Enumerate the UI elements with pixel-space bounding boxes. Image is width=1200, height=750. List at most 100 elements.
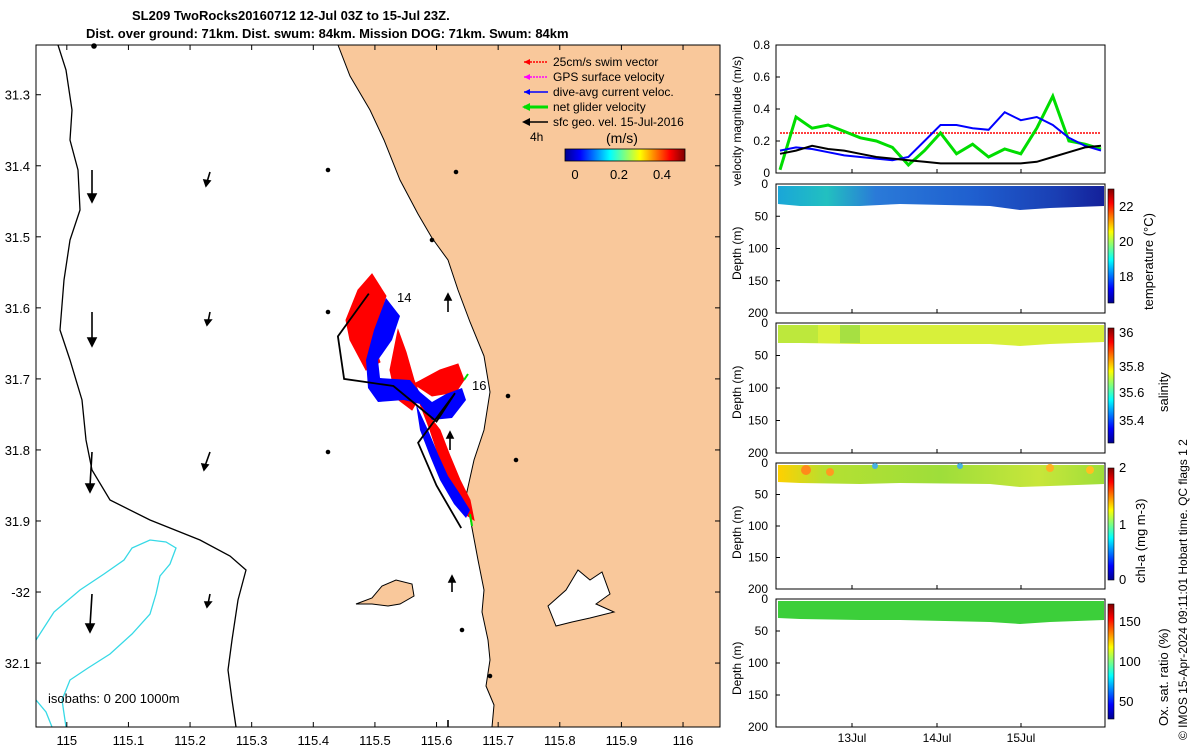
vel-tick-label: 0 [763,166,770,180]
svg-text:25cm/s swim vector: 25cm/s swim vector [553,55,658,69]
lon-tick-label: 115.2 [174,733,206,748]
chla-panel: 2 1 0 chl-a (mg m-3) Depth (m) [730,460,1148,590]
legend-gps: GPS surface velocity [524,70,664,84]
lat-tick-label: 31.7 [5,372,30,387]
lat-tick-label: 31.4 [5,159,30,174]
chla-label: chl-a (mg m-3) [1133,498,1148,583]
cbar-tick-0-4: 0.4 [653,167,671,182]
lat-tick-label: 32.1 [5,656,30,671]
lat-tick-label: -32 [11,585,30,600]
svg-text:35.4: 35.4 [1119,413,1144,428]
depth-tick-label: 50 [755,488,769,502]
lon-tick-label: 115.4 [298,733,330,748]
lon-tick-label: 115.8 [544,733,576,748]
isobaths-label: isobaths: 0 200 1000m [48,691,180,706]
map-legend: 25cm/s swim vector GPS surface velocity … [522,55,686,182]
depth-tick-label: 50 [755,209,769,223]
colorbar-title: (m/s) [606,130,638,146]
lat-tick-label: 31.8 [5,443,30,458]
depth-tick-label: 0 [761,456,768,470]
svg-text:GPS surface velocity: GPS surface velocity [553,70,664,84]
svg-text:0: 0 [1119,572,1126,587]
lon-tick-label: 115.3 [236,733,268,748]
temperature-colorbar [1107,188,1115,304]
legend-swim: 25cm/s swim vector [524,55,658,69]
day-label-14: 14 [397,290,411,305]
legend-net: net glider velocity [522,100,646,114]
depth-tick-label: 150 [748,688,768,702]
svg-text:36: 36 [1119,325,1133,340]
lon-tick-label: 115 [56,733,77,748]
map-frame [35,44,721,728]
oxygen-colorbar [1107,603,1115,720]
svg-text:22: 22 [1119,199,1133,214]
salinity-panel: 36 35.8 35.6 35.4 salinity Depth (m) [730,322,1171,454]
vel-tick-label: 0.2 [753,134,770,148]
svg-text:35.8: 35.8 [1119,359,1144,374]
depth-tick-label: 0 [761,316,768,330]
svg-text:dive-avg current veloc.: dive-avg current veloc. [553,85,674,99]
svg-text:35.6: 35.6 [1119,385,1144,400]
lon-tick-label: 115.1 [113,733,145,748]
depth-tick-label: 50 [755,624,769,638]
vel-tick-label: 0.8 [753,38,770,52]
svg-text:Depth (m): Depth (m) [730,366,744,419]
svg-text:150: 150 [1119,614,1141,629]
legend-dive-avg: dive-avg current veloc. [524,85,674,99]
section-panels: 22 20 18 temperature (°C) Depth (m) 36 3… [730,169,1171,745]
glider-track [336,293,462,529]
lon-tick-label: 115.9 [606,733,638,748]
geo-vector-field [84,43,519,727]
svg-text:1: 1 [1119,517,1126,532]
cbar-tick-0-2: 0.2 [610,167,628,182]
oxygen-label: Ox. sat. ratio (%) [1156,628,1171,726]
xtick-15jul: 15Jul [1007,731,1036,745]
oxygen-panel: 150 100 50 Ox. sat. ratio (%) Depth (m) … [730,598,1171,745]
chla-colorbar [1107,467,1115,581]
vel-tick-label: 0.4 [753,102,770,116]
depth-tick-label: 100 [748,381,768,395]
depth-tick-label: 200 [748,582,768,596]
svg-text:Depth (m): Depth (m) [730,642,744,695]
velocity-ylabel: velocity magnitude (m/s) [730,56,744,186]
svg-text:18: 18 [1119,269,1133,284]
map-panel: 14 16 25cm/s swim vector GPS surface vel… [5,43,721,748]
xtick-13jul: 13Jul [838,731,867,745]
svg-text:Depth (m): Depth (m) [730,506,744,559]
lat-tick-label: 31.6 [5,301,30,316]
svg-text:50: 50 [1119,694,1133,709]
lat-tick-label: 31.5 [5,230,30,245]
temperature-label: temperature (°C) [1141,213,1156,310]
isobath-200m [57,45,247,727]
salinity-colorbar [1107,327,1115,444]
depth-tick-label: 200 [748,446,768,460]
depth-tick-label: 150 [748,274,768,288]
day-label-16: 16 [472,378,486,393]
speed-colorbar [564,148,686,162]
estuary [547,569,616,627]
depth-tick-label: 50 [755,349,769,363]
depth-tick-label: 100 [748,519,768,533]
lon-axis: 115 115.1 115.2 115.3 115.4 115.5 115.6 115.7 11… [56,45,693,748]
svg-text:100: 100 [1119,654,1141,669]
island [355,579,415,607]
velocity-lines [778,92,1102,171]
velocity-panel: 0 0.2 0.4 0.6 0.8 velocity magnitude (m/s) [730,38,1106,186]
figure-title-line1: SL209 TwoRocks20160712 12-Jul 03Z to 15-… [132,8,450,23]
svg-text:20: 20 [1119,234,1133,249]
scale-label: 4h [530,130,543,144]
depth-tick-label: 100 [748,656,768,670]
depth-tick-label: 100 [748,242,768,256]
lat-tick-label: 31.3 [5,88,30,103]
isobath-1000m-outer [36,699,53,727]
depth-axes: 0501001502000501001502000501001502000501… [748,169,1022,734]
net-velocity-marks [463,373,473,527]
lon-tick-label: 115.6 [421,733,453,748]
figure-title-line2: Dist. over ground: 71km. Dist. swum: 84k… [86,26,569,41]
depth-tick-label: 200 [748,306,768,320]
series-net [778,92,1102,171]
lat-tick-label: 31.9 [5,514,30,529]
lat-axis: 31.3 31.4 31.5 31.6 31.7 31.8 31.9 -32 32.1 [5,88,720,671]
svg-text:Depth (m): Depth (m) [730,227,744,280]
